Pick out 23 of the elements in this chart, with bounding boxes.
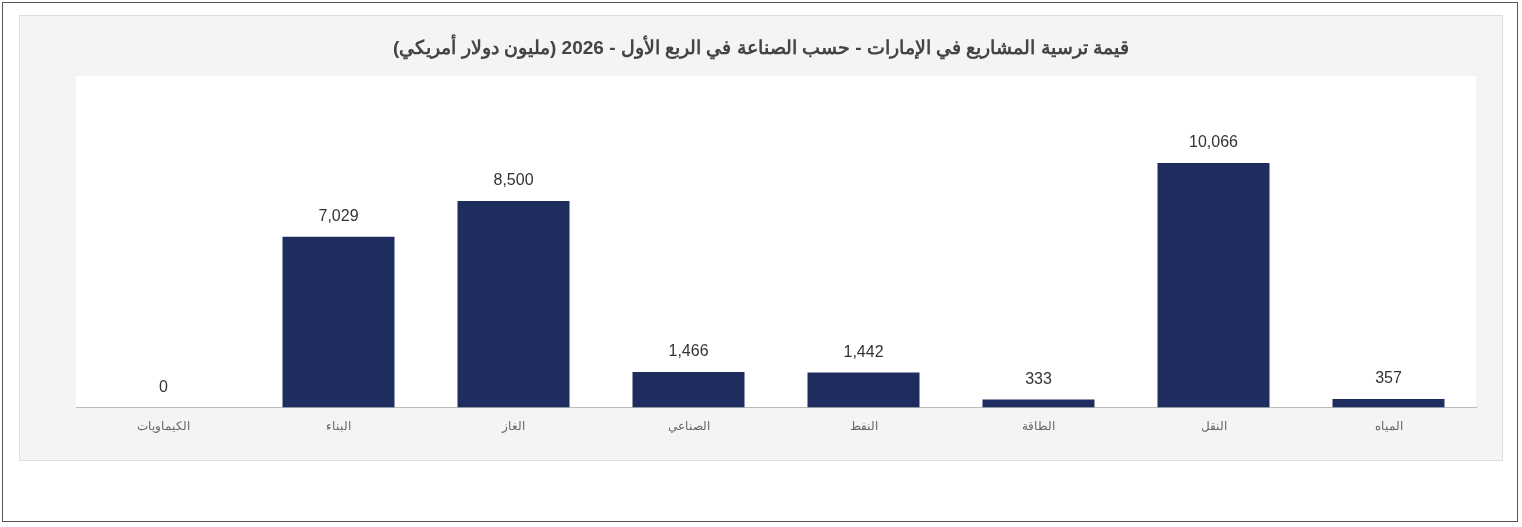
bar: [282, 236, 395, 408]
x-tick-label: البناء: [326, 419, 351, 434]
x-tick-label: النقل: [1200, 419, 1227, 434]
x-tick-label: النفط: [849, 419, 878, 434]
data-label: 1,442: [843, 342, 884, 360]
chart-title: قيمة ترسية المشاريع في الإمارات - حسب الصناعة في الربع الأول - 2026 (مليون دولار أمريكي): [392, 36, 1130, 59]
data-label: 1,466: [668, 342, 709, 360]
data-label: 333: [1025, 369, 1052, 387]
bar: [632, 371, 745, 408]
data-label: 8,500: [493, 171, 534, 189]
x-tick-label: الكيماويات: [137, 419, 190, 434]
x-tick-label: المياه: [1374, 419, 1403, 434]
x-tick-label: الطاقة: [1022, 419, 1055, 434]
bar: [807, 372, 920, 408]
x-tick-label: الغاز: [501, 419, 525, 434]
data-label: 0: [159, 378, 169, 396]
bar: [1157, 163, 1270, 408]
data-label: 7,029: [318, 207, 359, 225]
data-label: 357: [1375, 369, 1402, 387]
x-tick-label: الصناعي: [667, 419, 710, 434]
data-label: 10,066: [1189, 133, 1239, 151]
bar: [1332, 398, 1445, 408]
bar: [457, 201, 570, 408]
